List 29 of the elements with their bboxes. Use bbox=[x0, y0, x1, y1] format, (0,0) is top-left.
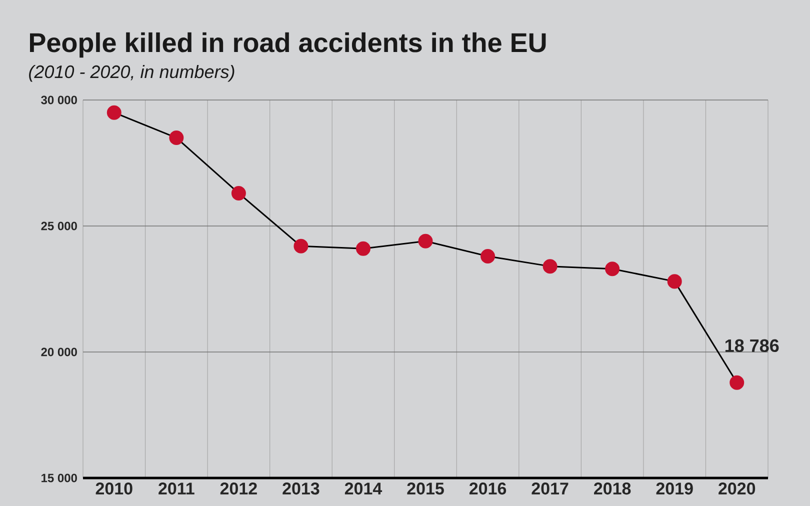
point bbox=[106, 105, 122, 120]
x-tick-label: 2011 bbox=[158, 482, 194, 495]
x-tick-label: 2020 bbox=[718, 482, 756, 495]
y-tick-label: 20 000 bbox=[41, 348, 77, 356]
chart-title: People killed in road accidents in the EU bbox=[30, 32, 546, 58]
point bbox=[605, 262, 620, 276]
y-tick-label: 25 000 bbox=[41, 222, 77, 230]
point bbox=[542, 259, 558, 274]
y-tick-label: 15 000 bbox=[42, 474, 77, 482]
y-tick-label: 30 000 bbox=[41, 96, 77, 104]
x-tick-label: 2013 bbox=[282, 482, 320, 495]
point bbox=[169, 130, 184, 146]
x-tick-label: 2019 bbox=[656, 482, 693, 495]
x-tick-label: 2012 bbox=[220, 482, 257, 495]
point bbox=[418, 234, 433, 248]
point bbox=[730, 375, 744, 390]
point bbox=[294, 238, 308, 254]
x-tick-label: 2010 bbox=[96, 482, 132, 495]
point bbox=[667, 274, 682, 289]
point bbox=[231, 186, 246, 200]
x-tick-label: 2016 bbox=[469, 482, 506, 495]
x-tick-label: 2015 bbox=[407, 482, 444, 495]
x-tick-label: 2014 bbox=[344, 482, 382, 495]
point bbox=[356, 241, 370, 256]
data-label: 18 786 bbox=[725, 339, 779, 352]
chart-subtitle: (2010 - 2020, in numbers) bbox=[29, 64, 234, 82]
x-tick-label: 2018 bbox=[594, 482, 631, 495]
x-tick-label: 2017 bbox=[532, 482, 568, 495]
point bbox=[480, 248, 496, 264]
